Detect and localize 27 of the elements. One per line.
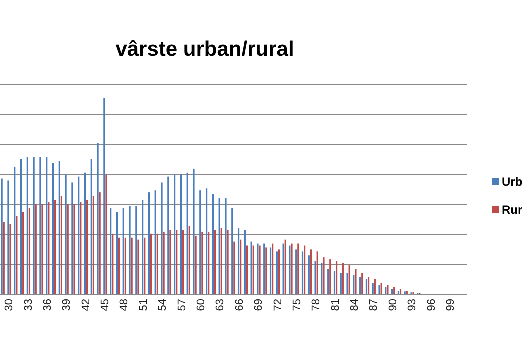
x-tick-label: 99 (445, 299, 458, 312)
x-tick-label: 90 (387, 299, 400, 312)
x-tick-label: 72 (272, 299, 284, 312)
x-tick-label: 42 (80, 299, 92, 312)
x-tick-label: 78 (310, 299, 323, 312)
x-tick-label: 33 (22, 299, 35, 312)
x-tick-label: 69 (253, 299, 266, 312)
chart-title: vârste urban/rural (116, 38, 294, 61)
x-tick-label: 84 (349, 299, 362, 312)
x-tick-label: 48 (118, 299, 131, 312)
x-tick-label: 39 (61, 299, 74, 312)
x-tick-label: 60 (196, 299, 208, 312)
legend-label: Rur (502, 203, 523, 217)
x-tick-label: 87 (368, 299, 380, 312)
x-tick-label: 63 (214, 299, 227, 312)
x-tick-label: 54 (157, 299, 170, 312)
x-tick-label: 75 (291, 299, 304, 312)
x-tick-label: 36 (42, 299, 54, 312)
x-tick-label: 45 (100, 299, 112, 312)
legend-label: Urb (502, 175, 523, 189)
x-tick-label: 57 (176, 299, 188, 312)
x-tick-label: 66 (234, 299, 246, 312)
x-tick-label: 81 (330, 299, 342, 312)
x-tick-label: 30 (4, 299, 16, 312)
x-tick-label: 96 (426, 299, 438, 312)
x-tick-label: 93 (406, 299, 419, 312)
x-tick-label: 51 (138, 299, 150, 312)
